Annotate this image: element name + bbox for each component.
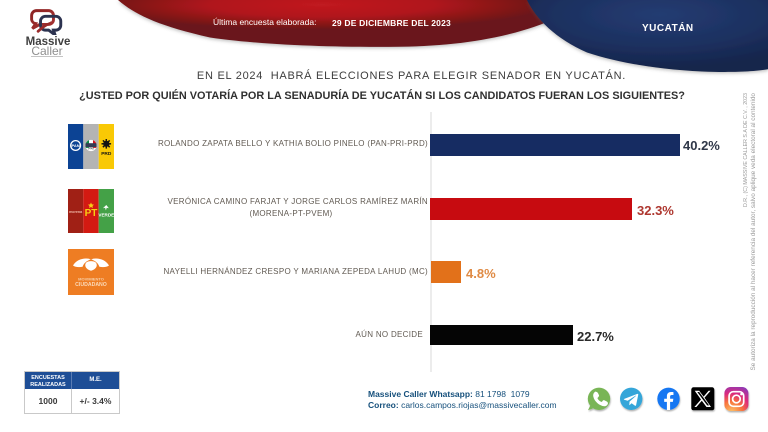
svg-text:MOVIMIENTO: MOVIMIENTO [78, 277, 104, 282]
svg-text:morena: morena [69, 210, 83, 214]
svg-text:PAN: PAN [72, 143, 80, 148]
svg-text:VERDE: VERDE [98, 213, 114, 218]
svg-text:PRI: PRI [88, 147, 93, 151]
svg-text:PRD: PRD [101, 151, 112, 157]
svg-text:PT: PT [85, 208, 98, 219]
svg-text:CIUDADANO: CIUDADANO [75, 282, 107, 288]
